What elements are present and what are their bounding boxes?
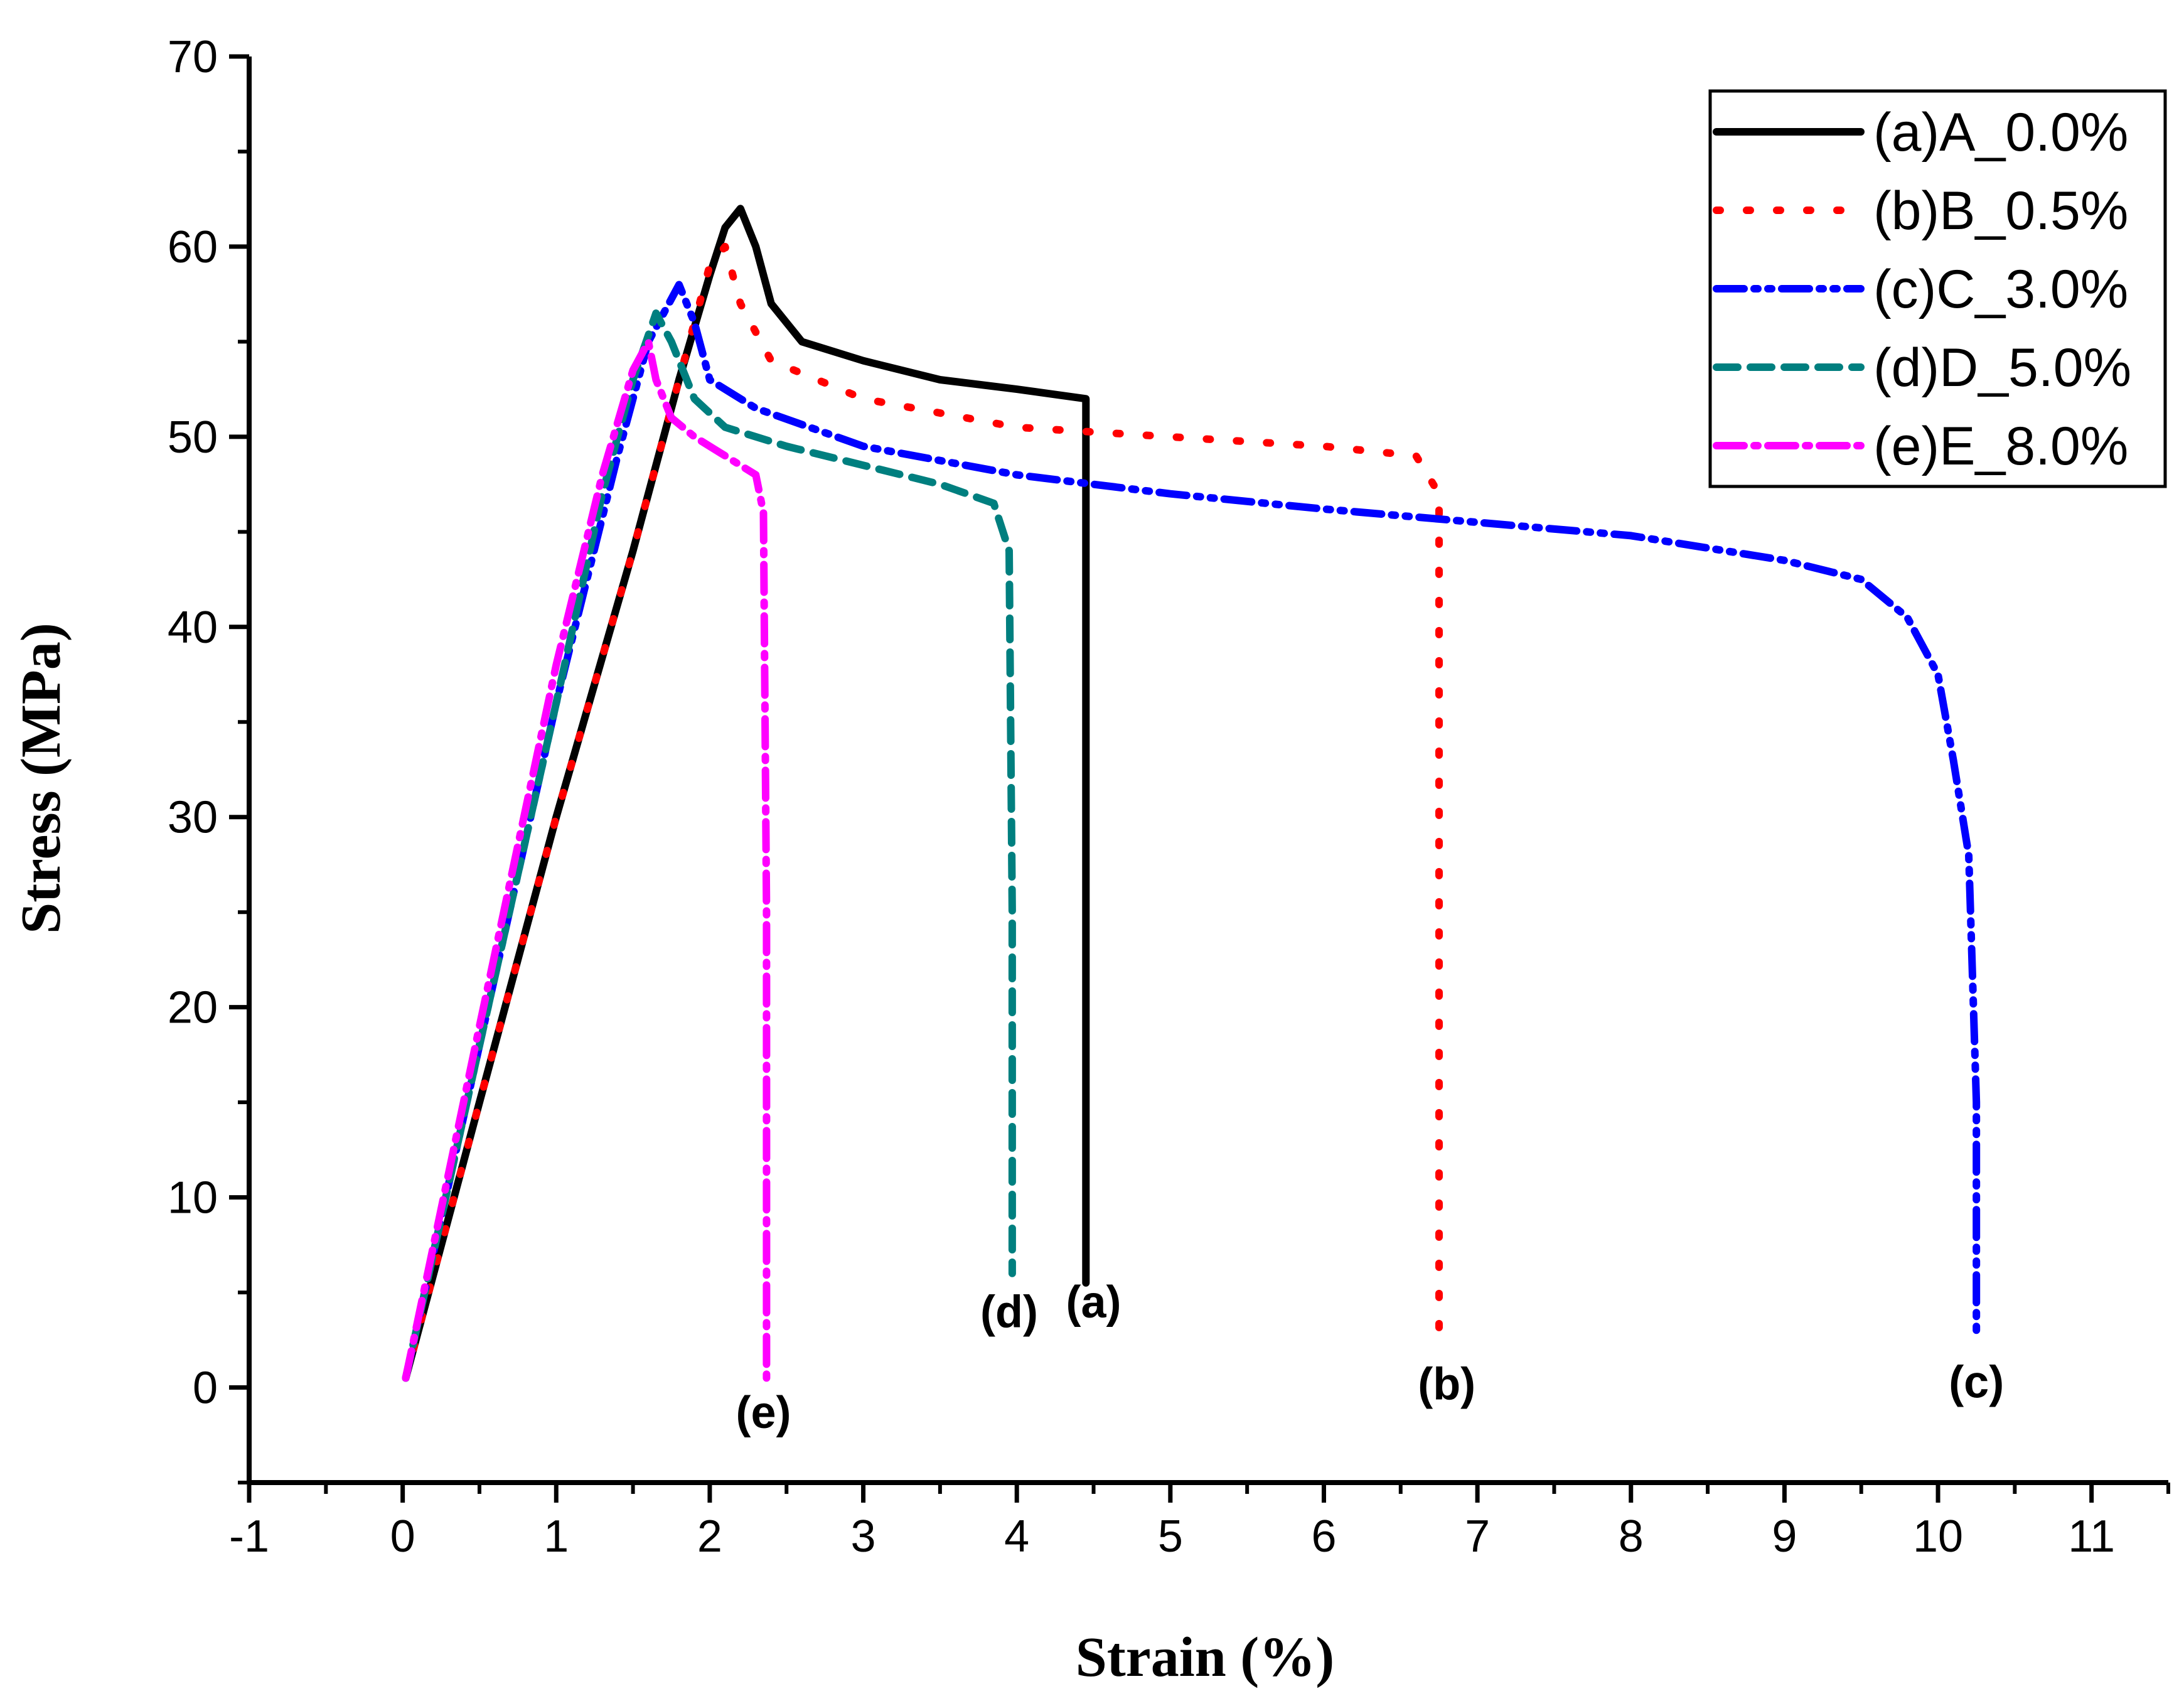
series-line-1 bbox=[402, 205, 1090, 1382]
x-tick-label: 1 bbox=[543, 1511, 569, 1562]
series-line-4 bbox=[402, 309, 1016, 1382]
x-tick-label: 10 bbox=[1913, 1511, 1963, 1562]
x-tick-label: 6 bbox=[1311, 1511, 1336, 1562]
series-line-5 bbox=[402, 338, 771, 1392]
series-line-2 bbox=[402, 242, 1443, 1382]
y-tick-label: 70 bbox=[168, 32, 218, 82]
y-tick-label: 10 bbox=[168, 1173, 218, 1223]
y-tick-label: 60 bbox=[168, 222, 218, 272]
curve-annotation: (e) bbox=[736, 1388, 791, 1438]
x-axis-title: Strain (%) bbox=[1076, 1626, 1334, 1688]
x-tick-label: 8 bbox=[1619, 1511, 1644, 1562]
x-tick-label: 4 bbox=[1004, 1511, 1029, 1562]
y-tick-label: 20 bbox=[168, 983, 218, 1033]
x-tick-label: 11 bbox=[2068, 1511, 2115, 1562]
x-tick-label: 2 bbox=[697, 1511, 722, 1562]
legend-label: (b)B_0.5% bbox=[1873, 181, 2128, 241]
y-tick-label: 0 bbox=[193, 1363, 218, 1414]
x-tick-label: 0 bbox=[390, 1511, 415, 1562]
legend: (a)A_0.0% (b)B_0.5% (c)C_3.0% (d)D_5.0% (e)E… bbox=[1708, 89, 2167, 488]
y-tick-label: 50 bbox=[168, 412, 218, 463]
series-layer bbox=[402, 205, 1981, 1392]
legend-label: (c)C_3.0% bbox=[1873, 259, 2128, 319]
curve-annotation: (d) bbox=[980, 1287, 1038, 1337]
axes-layer: -1 0 1 2 3 4 5 6 7 8 9 10 11 0 10 20 30 40 50 60 70 bbox=[168, 32, 2170, 1562]
series-line-3 bbox=[402, 281, 1981, 1382]
legend-label: (d)D_5.0% bbox=[1873, 338, 2131, 398]
curve-annotation: (a) bbox=[1066, 1277, 1121, 1328]
x-tick-label: 7 bbox=[1465, 1511, 1490, 1562]
curve-annotation: (b) bbox=[1418, 1359, 1475, 1409]
x-tick-label: -1 bbox=[229, 1511, 269, 1562]
y-tick-label: 30 bbox=[168, 793, 218, 843]
annotation-layer: (a) (b) (c) (d) (e) bbox=[736, 1277, 2005, 1438]
x-tick-label: 9 bbox=[1772, 1511, 1797, 1562]
legend-label: (e)E_8.0% bbox=[1873, 416, 2128, 476]
x-tick-label: 5 bbox=[1158, 1511, 1183, 1562]
y-axis-title: Stress (MPa) bbox=[10, 623, 72, 934]
x-tick-label: 3 bbox=[851, 1511, 876, 1562]
curve-annotation: (c) bbox=[1949, 1357, 2004, 1407]
legend-label: (a)A_0.0% bbox=[1873, 102, 2128, 163]
y-tick-label: 40 bbox=[168, 603, 218, 653]
